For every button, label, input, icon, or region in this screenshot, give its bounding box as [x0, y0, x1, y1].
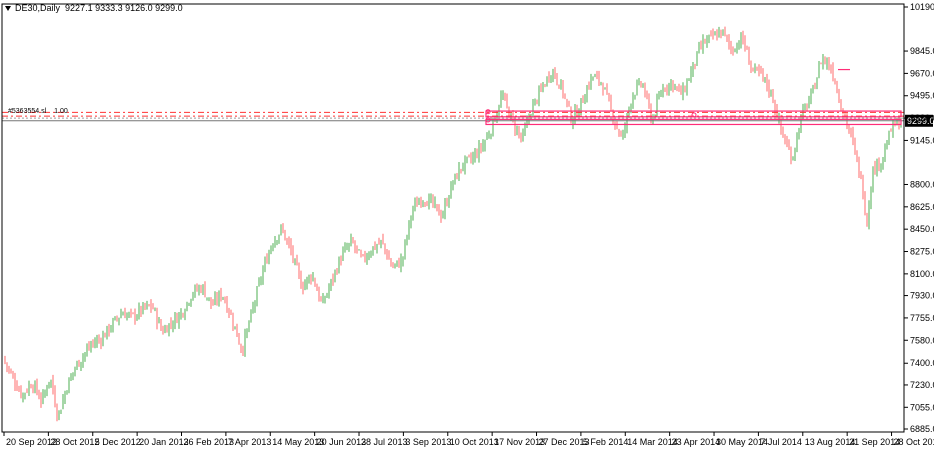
x-tick-label: 5 Feb 2014 — [583, 437, 629, 447]
current-price-tag — [905, 114, 933, 127]
x-tick-label: 14 May 2013 — [272, 437, 324, 447]
anchor-point-icon — [485, 109, 491, 115]
x-tick-label: 23 Apr 2014 — [672, 437, 721, 447]
y-tick-label: 8450.0 — [910, 224, 934, 234]
y-tick-label: 10190.0 — [910, 2, 934, 12]
zone-rectangle — [485, 118, 902, 126]
y-tick-label: 8100.0 — [910, 269, 934, 279]
x-tick-label: 3 Sep 2013 — [405, 437, 451, 447]
x-tick-label: 20 Jun 2013 — [317, 437, 367, 447]
x-tick-label: 13 Aug 2014 — [805, 437, 856, 447]
order-label[interactable]: #5363554 sl 1.00 — [8, 108, 68, 115]
x-tick-label: 5 Dec 2012 — [95, 437, 141, 447]
y-tick-label: 7930.0 — [910, 291, 934, 301]
y-tick-label: 9320.0 — [910, 113, 934, 123]
y-tick-label: 7055.0 — [910, 402, 934, 412]
x-tick-label: 20 Jan 2013 — [139, 437, 189, 447]
x-tick-label: 14 Mar 2014 — [627, 437, 678, 447]
x-tick-label: 30 May 2014 — [716, 437, 768, 447]
x-tick-label: 28 Jul 2013 — [361, 437, 408, 447]
ohlc-readout: 9227.1 9333.3 9126.0 9299.0 — [65, 3, 183, 13]
x-tick-label: 21 Sep 2014 — [849, 437, 900, 447]
x-tick-label: 7 Jul 2014 — [760, 437, 802, 447]
anchor-point-icon — [691, 112, 697, 118]
x-tick-label: 10 Oct 2013 — [450, 437, 499, 447]
y-tick-label: 8800.0 — [910, 179, 934, 189]
y-tick-label: 7580.0 — [910, 335, 934, 345]
x-tick-label: 7 Apr 2013 — [228, 437, 272, 447]
y-tick-label: 9670.0 — [910, 68, 934, 78]
axes-layer: 10190.0 9845.0 9670.0 9495.0 9320.0 9145.0 880… — [1, 2, 934, 447]
y-tick-label: 8275.0 — [910, 247, 934, 257]
x-tick-label: 28 Oct 2014 — [894, 437, 934, 447]
order-label-value: 1.00 — [54, 108, 68, 115]
plot-frame — [1, 3, 905, 433]
current-price-label: 9299.0 — [907, 116, 934, 126]
chart-header: DE30,Daily 9227.1 9333.3 9126.0 9299.0 — [5, 3, 183, 13]
y-tick-label: 7755.0 — [910, 313, 934, 323]
order-label-text: #5363554 sl — [8, 108, 47, 115]
y-tick-label: 9495.0 — [910, 91, 934, 101]
x-tick-label: 28 Oct 2012 — [50, 437, 99, 447]
anchor-point-icon — [485, 117, 491, 123]
overlays-layer: 9299.0 — [2, 68, 934, 127]
y-tick-label: 9845.0 — [910, 46, 934, 56]
y-tick-label: 8625.0 — [910, 202, 934, 212]
y-tick-label: 9145.0 — [910, 135, 934, 145]
candles-layer — [4, 26, 902, 422]
symbol-label: DE30,Daily — [15, 3, 61, 13]
x-tick-label: 27 Dec 2013 — [539, 437, 590, 447]
x-tick-label: 20 Sep 2012 — [6, 437, 57, 447]
y-tick-label: 7230.0 — [910, 380, 934, 390]
y-tick-label: 7400.0 — [910, 358, 934, 368]
dropdown-triangle-icon[interactable] — [5, 6, 11, 12]
x-tick-label: 26 Feb 2013 — [184, 437, 235, 447]
y-tick-label: 6885.0 — [910, 424, 934, 434]
x-tick-label: 17 Nov 2013 — [494, 437, 545, 447]
